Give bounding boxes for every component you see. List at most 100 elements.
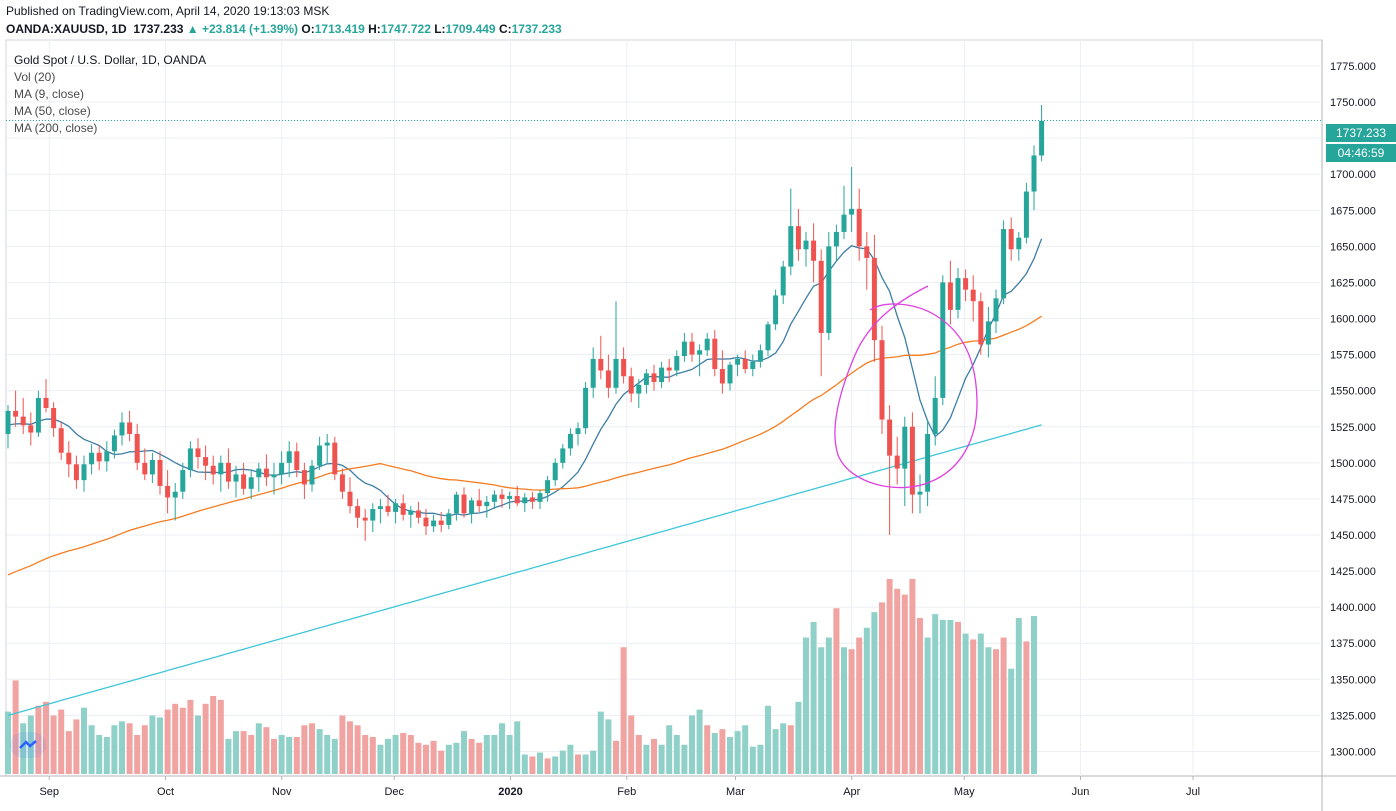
candle-body <box>659 367 665 383</box>
legend-ma9[interactable]: MA (9, close) <box>14 87 85 101</box>
tradingview-logo[interactable] <box>10 732 46 758</box>
volume-bar <box>651 738 657 774</box>
volume-bar <box>126 723 133 774</box>
open-value: 1713.419 <box>314 22 365 36</box>
candle-body <box>5 410 11 434</box>
ma200-line <box>7 424 1042 717</box>
volume-bar <box>43 701 49 774</box>
candle-body <box>704 338 710 351</box>
annotation-drawing <box>834 285 978 489</box>
candle-body <box>651 373 657 383</box>
volume-bar <box>12 680 19 774</box>
volume-bar <box>157 717 163 774</box>
candle-body <box>993 298 999 322</box>
candle-body <box>841 214 847 232</box>
candle-body <box>127 422 133 434</box>
volume-bar <box>354 725 361 774</box>
candle-body <box>73 464 79 481</box>
candle-body <box>689 341 695 355</box>
volume-bar <box>430 740 437 774</box>
volume-bar <box>255 723 262 774</box>
volume-bar <box>476 742 483 774</box>
candle-body <box>96 452 102 462</box>
candle-body <box>89 452 95 465</box>
legend-ma200[interactable]: MA (200, close) <box>14 121 98 135</box>
volume-bar <box>438 750 445 774</box>
time-tick-label: Apr <box>843 786 860 798</box>
price-tick-label: 1375.000 <box>1330 638 1376 650</box>
volume-bar <box>50 715 57 774</box>
countdown-label: 04:46:59 <box>1326 144 1396 162</box>
volume-bar <box>537 752 543 774</box>
candle-body <box>955 278 961 310</box>
candle-body <box>180 470 186 492</box>
candle-body <box>712 338 718 370</box>
volume-bar <box>939 619 946 774</box>
volume-bar <box>719 729 726 774</box>
candle-body <box>286 451 292 463</box>
legend-volume[interactable]: Vol (20) <box>14 70 56 84</box>
symbol-name: OANDA:XAUUSD, 1D <box>6 22 127 36</box>
volume-bar <box>187 699 194 774</box>
volume-bar <box>225 738 232 774</box>
volume-bar <box>658 744 665 774</box>
volume-bar <box>1023 641 1030 774</box>
candle-body <box>575 428 581 434</box>
candle-body <box>187 448 193 471</box>
candle-body <box>172 491 178 498</box>
legend-title: Gold Spot / U.S. Dollar, 1D, OANDA <box>14 53 207 67</box>
candle-body <box>1031 155 1037 192</box>
volume-bar <box>377 744 384 774</box>
volume-bar <box>324 735 331 774</box>
volume-bar <box>453 742 460 774</box>
candle-body <box>552 462 558 481</box>
volume-bar <box>316 729 323 774</box>
candle-body <box>66 452 72 465</box>
volume-bar <box>635 735 642 774</box>
volume-bar <box>894 588 901 774</box>
candle-body <box>765 324 771 351</box>
time-tick-label: Jul <box>1186 786 1200 798</box>
time-tick-label: Nov <box>272 786 292 798</box>
price-tick-label: 1425.000 <box>1330 566 1376 578</box>
candle-body <box>271 474 277 478</box>
candle-body <box>643 373 649 385</box>
plot-area <box>5 39 1323 777</box>
ma50-line <box>7 315 1042 576</box>
candle-body <box>795 226 801 250</box>
volume-bar <box>339 715 346 774</box>
price-tick-label: 1700.000 <box>1330 169 1376 181</box>
price-tick-label: 1675.000 <box>1330 205 1376 217</box>
published-caption: Published on TradingView.com, April 14, … <box>6 4 330 18</box>
candle-body <box>545 480 551 494</box>
price-tick-label: 1550.000 <box>1330 386 1376 398</box>
candle-body <box>370 509 376 521</box>
price-tick-label: 1775.000 <box>1330 61 1376 73</box>
volume-bar <box>780 723 787 774</box>
legend-ma50[interactable]: MA (50, close) <box>14 104 91 118</box>
volume-bar <box>195 715 201 774</box>
candle-body <box>241 474 247 489</box>
candle-body <box>529 497 535 502</box>
volume-bar <box>833 608 840 774</box>
volume-bar <box>848 649 855 774</box>
candle-body <box>142 462 148 475</box>
volume-bar <box>901 594 908 774</box>
candle-body <box>324 442 330 446</box>
candle-body <box>453 494 459 514</box>
candle-body <box>438 520 444 525</box>
volume-bar <box>856 637 863 774</box>
candle-body <box>757 350 763 362</box>
volume-bar <box>962 633 969 774</box>
volume-bar <box>932 614 939 774</box>
volume-bar <box>552 756 559 774</box>
volume-bar <box>1000 637 1007 774</box>
candle-body <box>294 451 300 471</box>
price-tick-label: 1300.000 <box>1330 746 1376 758</box>
volume-bar <box>749 746 756 774</box>
candle-body <box>636 384 642 394</box>
volume-bar <box>620 647 627 774</box>
volume-bar <box>985 647 992 774</box>
candle-body <box>256 468 262 478</box>
